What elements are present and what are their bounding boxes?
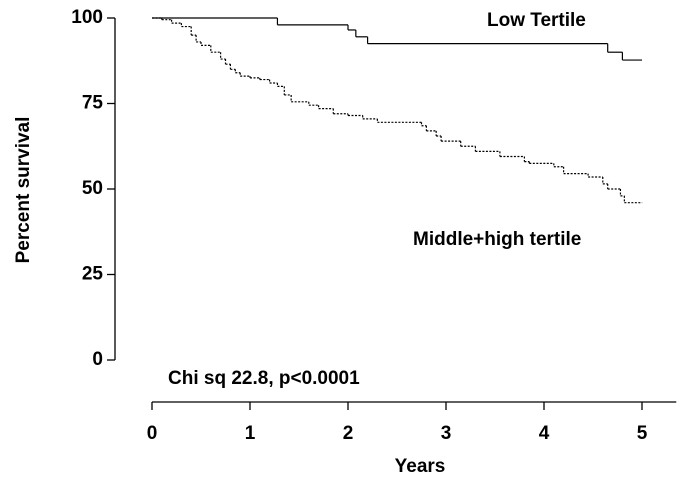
annotation: Low Tertile <box>487 10 586 31</box>
x-tick-label: 5 <box>637 423 648 444</box>
y-tick-label: 75 <box>82 93 104 114</box>
x-tick-label: 4 <box>539 423 550 444</box>
y-tick-label: 100 <box>71 7 103 28</box>
x-tick-label: 0 <box>147 423 158 444</box>
y-axis-label: Percent survival <box>13 117 34 264</box>
y-tick-label: 25 <box>82 264 104 285</box>
x-tick-label: 2 <box>343 423 354 444</box>
y-tick-label: 0 <box>92 349 103 370</box>
annotation: Chi sq 22.8, p<0.0001 <box>168 368 360 389</box>
x-tick-label: 3 <box>441 423 452 444</box>
x-axis-label: Years <box>395 456 446 477</box>
annotation: Middle+high tertile <box>413 229 581 250</box>
x-tick-label: 1 <box>245 423 256 444</box>
y-tick-label: 50 <box>82 178 103 199</box>
